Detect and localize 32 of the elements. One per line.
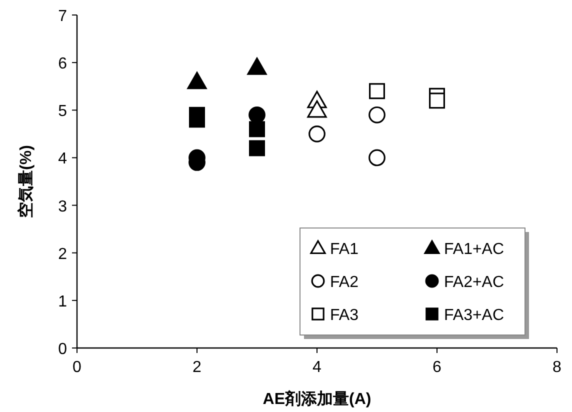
legend-label: FA3+AC — [444, 307, 504, 324]
x-tick-label: 4 — [312, 359, 322, 376]
x-tick-label: 0 — [72, 359, 82, 376]
point — [368, 106, 386, 124]
legend-label: FA2 — [330, 274, 359, 291]
x-axis-title: AE剤添加量(A) — [262, 390, 372, 408]
y-tick-label: 5 — [58, 103, 68, 120]
y-tick-label: 2 — [58, 246, 68, 263]
x-tick-label: 2 — [192, 359, 202, 376]
legend-label: FA1+AC — [444, 241, 504, 258]
y-axis-title: 空気量(%) — [17, 145, 35, 218]
legend-label: FA2+AC — [444, 274, 504, 291]
y-tick-label: 4 — [58, 150, 68, 168]
point — [187, 72, 207, 90]
point — [247, 58, 267, 75]
y-tick-label: 1 — [58, 293, 68, 310]
point — [249, 140, 265, 156]
point — [429, 92, 445, 109]
point — [307, 100, 327, 118]
x-tick-label: 6 — [432, 359, 442, 376]
y-tick-label: 0 — [58, 341, 68, 358]
point — [249, 121, 265, 138]
x-tick-label: 8 — [552, 359, 562, 376]
point — [308, 125, 326, 142]
y-tick-label: 3 — [58, 198, 68, 216]
legend-label: FA1 — [330, 241, 359, 258]
legend-label: FA3 — [330, 307, 359, 324]
point — [368, 149, 386, 166]
y-tick-label: 7 — [58, 8, 68, 25]
point — [248, 106, 266, 124]
y-tick-label: 6 — [58, 56, 68, 73]
point — [369, 83, 385, 100]
